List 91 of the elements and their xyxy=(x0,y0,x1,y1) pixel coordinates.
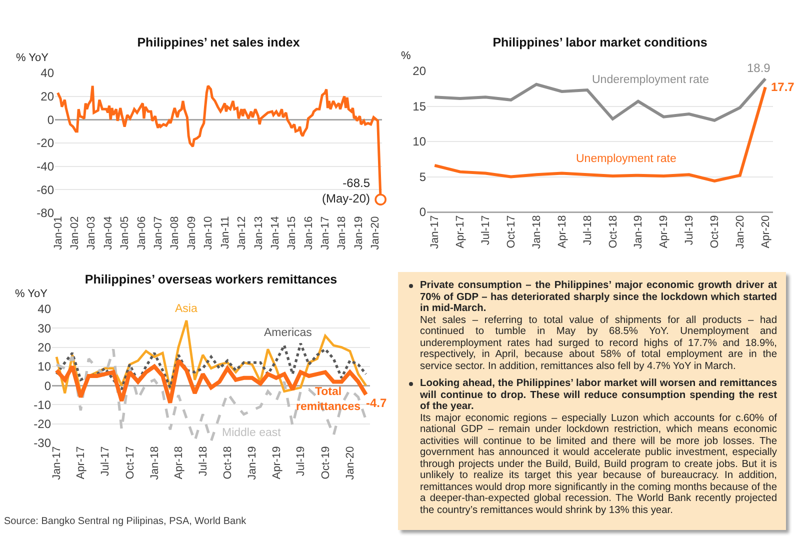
y-tick-label: 5 xyxy=(419,170,426,184)
x-tick-label: Oct-17 xyxy=(506,215,518,248)
x-tick-label: Jan-14 xyxy=(269,216,282,250)
y-tick-label: -30 xyxy=(34,436,52,450)
x-tick-label: Jan-02 xyxy=(69,216,82,250)
x-tick-label: Apr-19 xyxy=(658,215,670,248)
line-series xyxy=(55,348,368,442)
y-tick-label: 20 xyxy=(40,90,54,104)
chart-title: Philippines’ overseas workers remittances xyxy=(84,272,338,286)
x-tick-label: Apr-17 xyxy=(454,215,467,248)
x-tick-label: Jan-18 xyxy=(530,215,543,249)
x-tick-label: Jan-15 xyxy=(286,216,298,250)
x-tick-label: Jan-01 xyxy=(52,216,64,250)
text: Its major economic regions – especially Luzon which accounts for c.60% of national GDP – remain under lockdown restriction, which means economic activities will continue to be limited and there will be more job losses. The government has announced it would accelerate public investment, especially through projects under the Build, Build, Build program to create jobs. But it is unlikely to realize its target this year because of bureaucracy. In addition, remittances would drop more significantly in the coming months because of the a deeper-than-expected global recession. The World Bank recently projected the country’s remittances would shrink by 13% this year. xyxy=(420,412,777,516)
y-tick-label: -10 xyxy=(34,398,52,412)
data-label: 17.7 xyxy=(771,80,795,94)
x-tick-label: Jan-18 xyxy=(148,446,161,480)
y-tick-label: 40 xyxy=(38,302,52,316)
x-tick-label: Jan-18 xyxy=(336,216,348,250)
y-tick-label: 20 xyxy=(38,340,52,354)
series-label: Total remittances xyxy=(296,386,361,413)
chart-title: Philippines’ labor market conditions xyxy=(492,35,708,50)
x-tick-label: Jan-03 xyxy=(86,216,98,250)
series-label: Unemployment rate xyxy=(576,153,676,165)
data-label: 18.9 xyxy=(747,61,771,75)
y-tick-label: -80 xyxy=(36,206,54,220)
x-tick-label: Jul-17 xyxy=(100,446,112,476)
x-tick-label: Oct-18 xyxy=(607,215,620,248)
y-tick-label: 20 xyxy=(412,64,426,78)
x-tick-label: Jan-11 xyxy=(219,216,232,250)
x-tick-label: Jan-05 xyxy=(119,216,132,250)
y-tick-label: 30 xyxy=(38,321,52,336)
text: Looking ahead, the Philippines’ labor market will worsen and remittances will continue to drop. These will reduce consumption spending the rest of the year. xyxy=(420,378,777,413)
x-tick-label: Jan-04 xyxy=(102,216,114,250)
y-tick-label: 10 xyxy=(38,360,52,374)
x-tick-label: Jan-17 xyxy=(429,215,442,249)
x-tick-label: Jul-18 xyxy=(197,446,210,476)
data-label: -4.7 xyxy=(366,396,388,410)
x-tick-label: Apr-18 xyxy=(173,446,186,480)
x-tick-label: Jan-19 xyxy=(632,215,645,249)
x-tick-label: Apr-17 xyxy=(75,446,88,480)
x-tick-label: Jan-08 xyxy=(169,216,182,250)
text: Net sales – referring to total value of shipments for all products – had continued to tumble in May by 68.5% YoY. Unemployment and underemployment rates had surged to record highs of 17.7% and 18.9%, respectively, in April, because about 58% of total employment are in the service sector. In addition, remittances also fell by 4.7% YoY in March. xyxy=(420,314,777,372)
y-tick-label: -20 xyxy=(36,136,54,150)
text: Private consumption – the Philippines’ major economic growth driver at 70% of GDP – has deteriorated sharply since the lockdown which started in mid-March. xyxy=(420,280,777,315)
y-axis-title: % YoY xyxy=(16,52,50,64)
x-tick-label: Apr-18 xyxy=(556,215,568,248)
chart-title: Philippines’ net sales index xyxy=(137,35,300,50)
x-tick-label: Jan-19 xyxy=(352,216,365,250)
x-tick-label: Jan-17 xyxy=(320,216,332,250)
y-tick-label: 10 xyxy=(412,134,426,149)
y-axis-title: % xyxy=(401,50,411,62)
x-tick-label: Jan-19 xyxy=(246,446,259,480)
series-label: Underemployment rate xyxy=(592,74,709,86)
x-tick-label: Jan-06 xyxy=(136,216,148,250)
line-series xyxy=(433,86,767,182)
annotation: -68.5 (May-20) xyxy=(322,176,370,206)
series-label: Americas xyxy=(264,327,312,339)
line-series xyxy=(55,319,368,394)
x-tick-label: Oct-19 xyxy=(709,215,722,248)
x-tick-label: Jan-20 xyxy=(734,215,747,249)
x-tick-label: Jul-19 xyxy=(295,446,308,476)
x-tick-label: Jan-13 xyxy=(252,216,265,250)
series-label: Asia xyxy=(175,303,198,315)
y-tick-label: -40 xyxy=(36,160,54,174)
y-tick-label: 0 xyxy=(419,205,426,220)
x-tick-label: Jan-20 xyxy=(344,446,356,480)
x-tick-label: Jan-09 xyxy=(186,216,198,250)
x-tick-label: Oct-19 xyxy=(320,446,332,480)
y-tick-label: -20 xyxy=(34,417,52,432)
x-tick-label: Jan-20 xyxy=(370,216,382,250)
x-tick-label: Jan-07 xyxy=(152,216,165,250)
y-axis-title: % YoY xyxy=(15,288,48,300)
x-tick-label: Jan-10 xyxy=(202,216,215,250)
x-tick-label: Jul-18 xyxy=(582,215,594,246)
x-tick-label: Apr-19 xyxy=(270,446,283,480)
x-tick-label: Oct-18 xyxy=(222,446,234,480)
y-tick-label: 15 xyxy=(412,99,426,114)
x-tick-label: Jan-12 xyxy=(236,216,248,250)
x-tick-label: Oct-17 xyxy=(124,446,136,480)
y-tick-label: -60 xyxy=(36,182,54,197)
x-tick-label: Jul-19 xyxy=(684,215,696,246)
y-tick-label: 40 xyxy=(40,66,54,80)
x-tick-label: Jan-17 xyxy=(51,446,64,480)
source-note: Source: Bangko Sentral ng Pilipinas, PSA, World Bank xyxy=(4,516,246,527)
y-tick-label: 0 xyxy=(44,378,52,393)
x-tick-label: Jul-17 xyxy=(480,215,492,246)
x-tick-label: Jan-16 xyxy=(302,216,315,250)
x-tick-label: Apr-20 xyxy=(760,215,772,248)
series-label: Middle east xyxy=(222,427,282,439)
y-tick-label: 0 xyxy=(47,112,54,127)
